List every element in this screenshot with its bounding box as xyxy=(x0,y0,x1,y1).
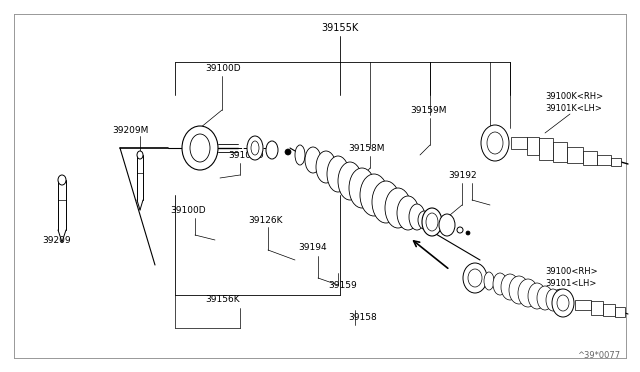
Ellipse shape xyxy=(552,289,574,317)
Text: 39209M: 39209M xyxy=(112,125,148,135)
Text: 39126K: 39126K xyxy=(248,215,282,224)
Ellipse shape xyxy=(487,132,503,154)
Text: 39158: 39158 xyxy=(348,314,377,323)
Text: 39100D: 39100D xyxy=(170,205,205,215)
Ellipse shape xyxy=(247,136,263,160)
Text: ^39*0077: ^39*0077 xyxy=(577,351,620,360)
Ellipse shape xyxy=(295,145,305,165)
Ellipse shape xyxy=(385,188,411,228)
Ellipse shape xyxy=(418,211,430,229)
Ellipse shape xyxy=(426,213,438,231)
Polygon shape xyxy=(583,151,597,165)
Polygon shape xyxy=(527,137,539,155)
Polygon shape xyxy=(575,300,591,310)
Ellipse shape xyxy=(463,263,487,293)
Text: 39100<RH>: 39100<RH> xyxy=(545,267,598,276)
Ellipse shape xyxy=(557,295,569,311)
Text: 39192: 39192 xyxy=(448,170,477,180)
Polygon shape xyxy=(615,307,625,317)
Ellipse shape xyxy=(468,269,482,287)
Ellipse shape xyxy=(481,125,509,161)
Ellipse shape xyxy=(518,279,538,307)
Polygon shape xyxy=(611,158,621,166)
Text: 39100K<RH>: 39100K<RH> xyxy=(545,92,603,100)
Ellipse shape xyxy=(182,126,218,170)
Ellipse shape xyxy=(251,141,259,155)
Ellipse shape xyxy=(349,168,375,208)
Ellipse shape xyxy=(58,175,66,185)
Ellipse shape xyxy=(537,286,553,310)
Text: 39100D: 39100D xyxy=(228,151,264,160)
Ellipse shape xyxy=(266,141,278,159)
Text: 39155K: 39155K xyxy=(321,23,358,33)
Ellipse shape xyxy=(409,204,425,230)
Ellipse shape xyxy=(546,289,560,311)
Ellipse shape xyxy=(528,283,546,309)
Polygon shape xyxy=(539,138,553,160)
Ellipse shape xyxy=(372,181,400,223)
Text: 39159M: 39159M xyxy=(410,106,447,115)
Ellipse shape xyxy=(439,214,455,236)
Polygon shape xyxy=(591,301,603,315)
Ellipse shape xyxy=(305,147,321,173)
Text: 39100D: 39100D xyxy=(205,64,241,73)
Ellipse shape xyxy=(137,151,143,159)
Ellipse shape xyxy=(501,274,519,300)
Text: 39156K: 39156K xyxy=(205,295,239,305)
Text: 39159: 39159 xyxy=(328,280,356,289)
Ellipse shape xyxy=(493,273,507,295)
Ellipse shape xyxy=(484,272,494,290)
Polygon shape xyxy=(567,147,583,163)
Ellipse shape xyxy=(285,149,291,155)
Ellipse shape xyxy=(360,174,388,216)
Ellipse shape xyxy=(316,151,336,183)
Text: 39158M: 39158M xyxy=(348,144,385,153)
Polygon shape xyxy=(603,304,615,316)
Ellipse shape xyxy=(422,208,442,236)
Ellipse shape xyxy=(327,156,349,192)
Text: 39194: 39194 xyxy=(298,244,326,253)
Ellipse shape xyxy=(338,162,362,200)
Ellipse shape xyxy=(457,227,463,233)
Polygon shape xyxy=(511,137,527,149)
Text: 39101K<LH>: 39101K<LH> xyxy=(545,103,602,112)
Ellipse shape xyxy=(509,276,529,304)
Polygon shape xyxy=(553,142,567,162)
Polygon shape xyxy=(597,155,611,165)
Ellipse shape xyxy=(466,231,470,235)
Text: 39209: 39209 xyxy=(42,235,70,244)
Ellipse shape xyxy=(190,134,210,162)
Text: 39101<LH>: 39101<LH> xyxy=(545,279,596,288)
Ellipse shape xyxy=(397,196,419,230)
